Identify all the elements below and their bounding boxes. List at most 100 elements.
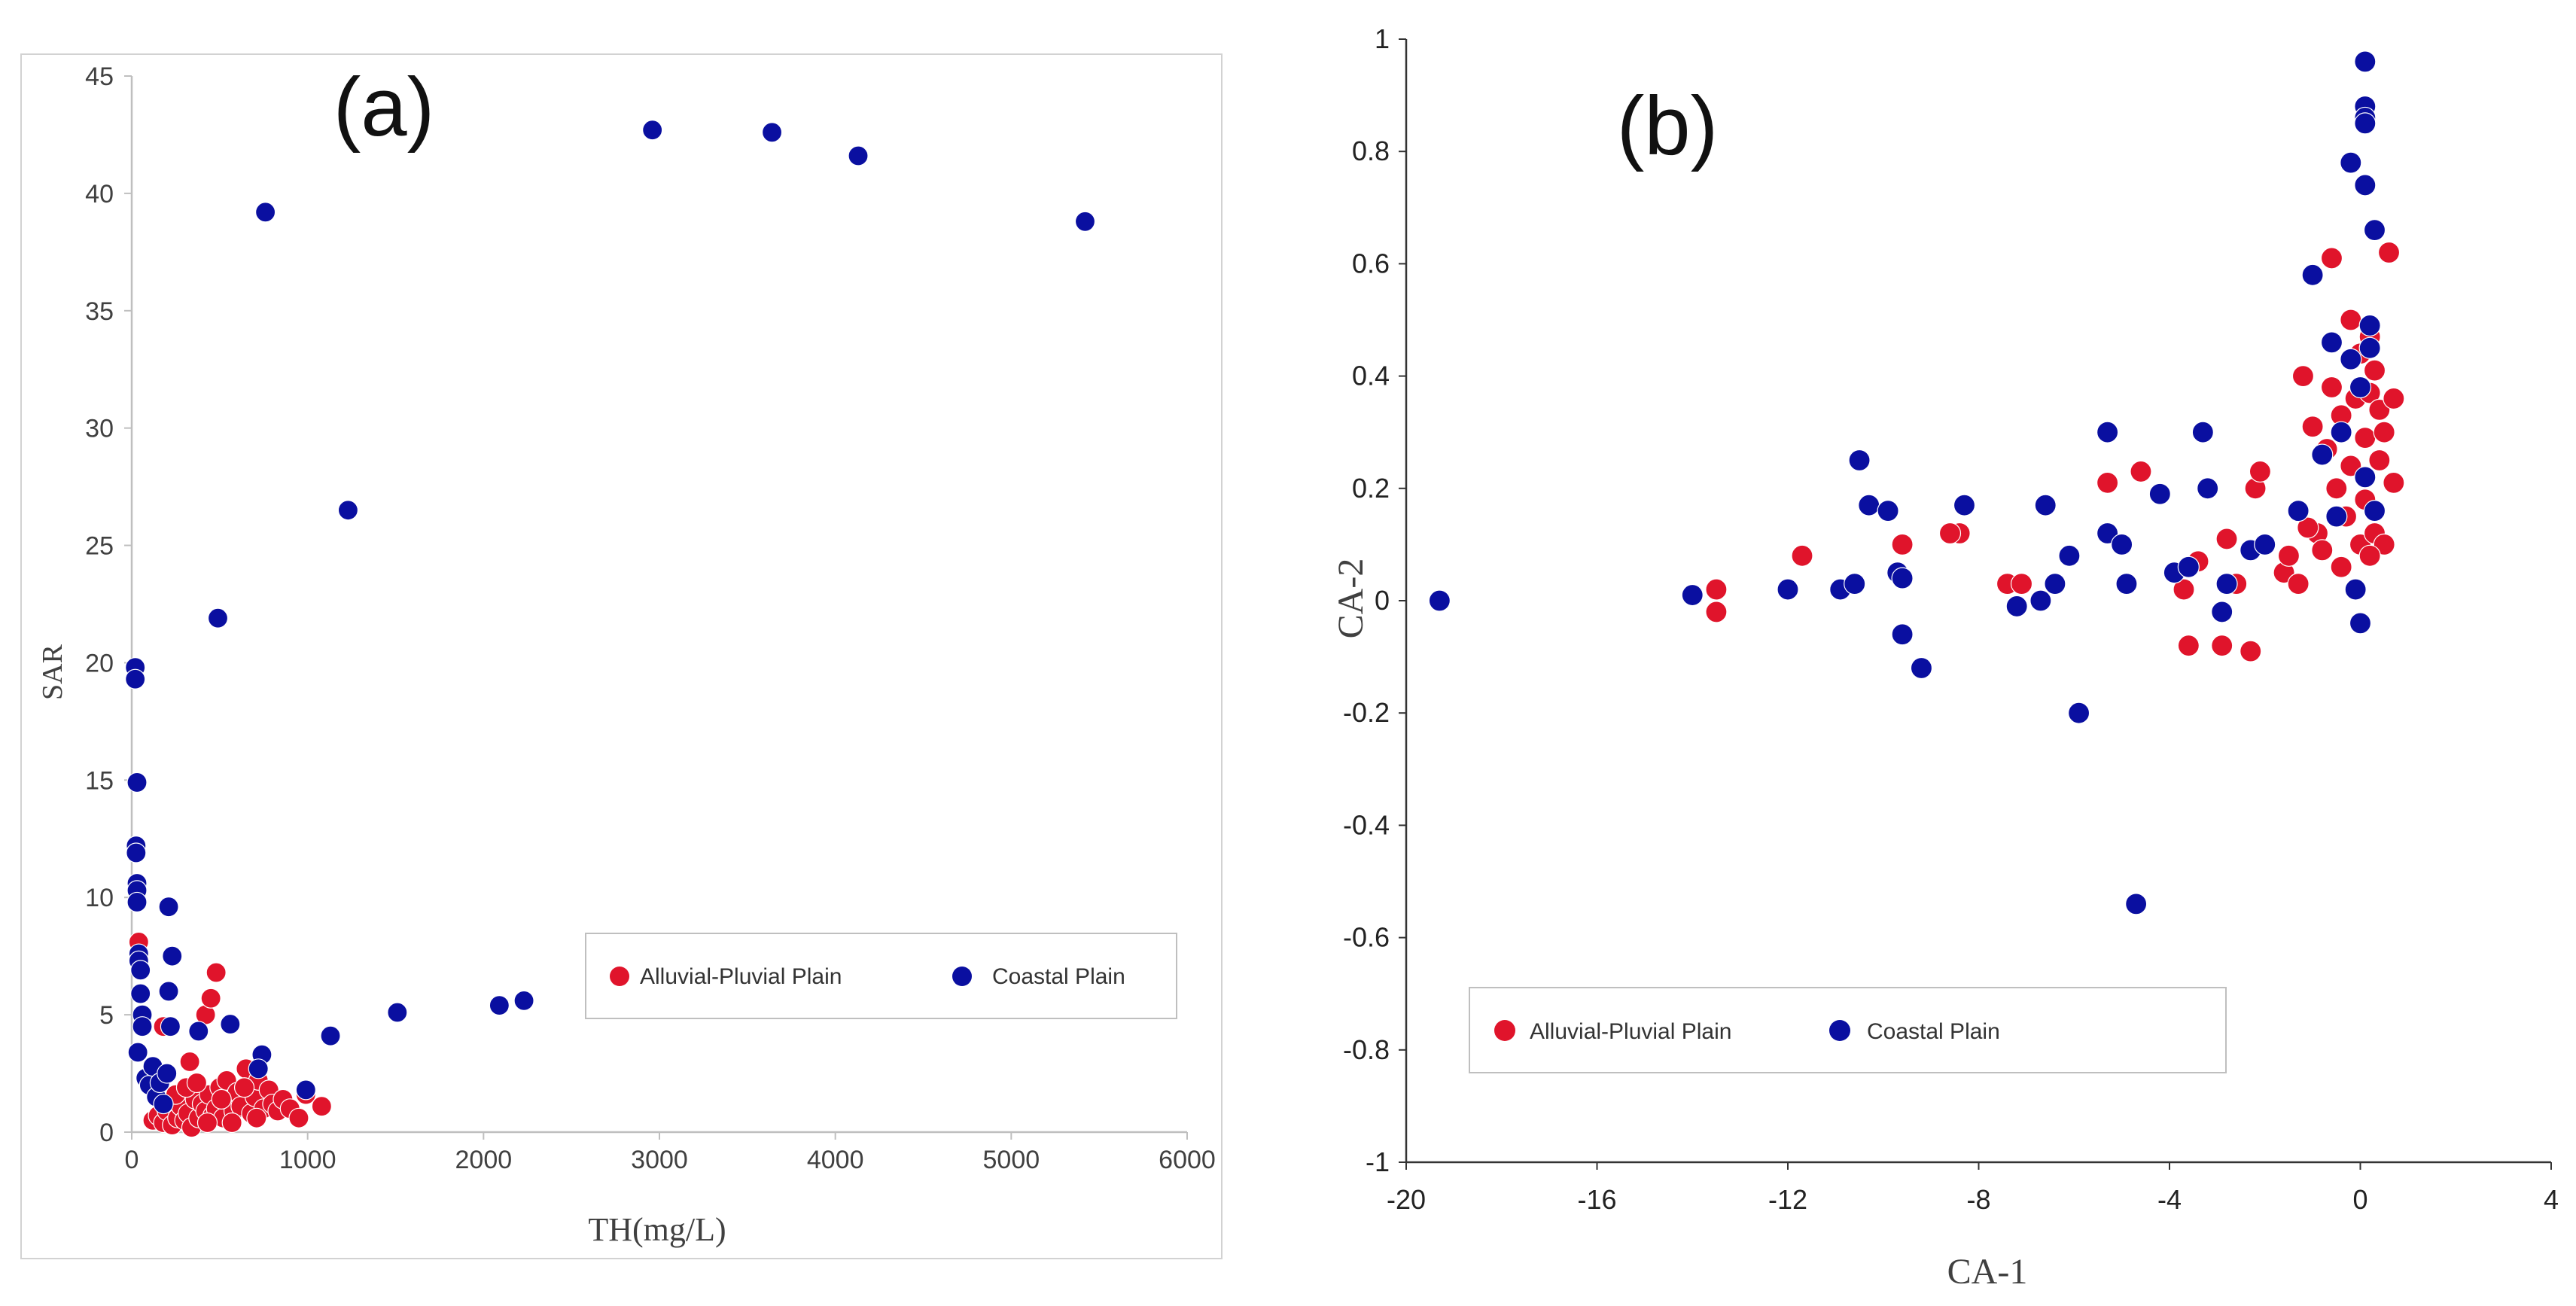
b-point-coastal	[1877, 500, 1899, 522]
b-y-tick-label: -0.8	[1343, 1034, 1390, 1065]
a-point-coastal	[848, 145, 869, 166]
a-point-coastal	[1074, 211, 1096, 232]
chart-a-ylabel: SAR	[37, 644, 69, 700]
b-y-tick-label: -1	[1366, 1146, 1390, 1177]
b-point-coastal	[2034, 494, 2057, 516]
b-point-coastal	[1848, 449, 1871, 472]
b-point-alluvial	[2291, 365, 2315, 388]
b-x-tick-label: 4	[2544, 1184, 2559, 1215]
b-point-coastal	[1858, 494, 1880, 516]
b-y-tick-label: 0.6	[1352, 248, 1390, 279]
a-point-coastal	[220, 1013, 241, 1035]
b-point-coastal	[2330, 421, 2352, 443]
b-point-alluvial	[2311, 539, 2334, 562]
b-point-coastal	[2177, 556, 2200, 578]
legend-a-label-coastal: Coastal Plain	[992, 964, 1125, 989]
a-point-coastal	[188, 1021, 209, 1042]
b-point-coastal	[2005, 595, 2028, 618]
chart-a-legend-box	[585, 933, 1177, 1019]
a-point-coastal	[254, 202, 276, 223]
b-point-coastal	[2254, 533, 2276, 556]
b-point-coastal	[2358, 314, 2381, 337]
a-point-coastal	[160, 1016, 181, 1037]
b-point-coastal	[2354, 112, 2377, 135]
b-point-coastal	[2311, 443, 2334, 466]
b-point-alluvial	[2383, 387, 2405, 410]
a-point-alluvial	[196, 1112, 218, 1134]
b-point-alluvial	[2211, 635, 2233, 657]
b-y-tick-label: -0.6	[1343, 922, 1390, 953]
chart-b: -20 -16 -12 -8 -4 0 4 -1 -0.8 -0.6 -0.4 -0.2 0 0.2 0.4…	[1331, 23, 2559, 1292]
b-y-tick-label: 1	[1375, 23, 1390, 54]
b-point-alluvial	[2368, 449, 2391, 472]
b-point-coastal	[2211, 601, 2233, 623]
a-y-tick-label: 0	[99, 1119, 114, 1147]
b-point-coastal	[2111, 533, 2133, 556]
b-point-alluvial	[2277, 544, 2300, 567]
b-point-coastal	[2096, 421, 2119, 443]
b-point-coastal	[1953, 494, 1976, 516]
b-point-alluvial	[2297, 516, 2319, 539]
a-point-alluvial	[179, 1051, 200, 1073]
b-point-coastal	[2148, 483, 2171, 505]
chart-a-xlabel: TH(mg/L)	[588, 1211, 726, 1248]
b-point-alluvial	[2383, 471, 2405, 494]
a-y-tick-label: 5	[99, 1001, 114, 1030]
a-point-coastal	[207, 607, 229, 629]
a-point-coastal	[153, 1093, 174, 1115]
a-point-coastal	[320, 1025, 341, 1046]
a-y-tick-label: 30	[85, 415, 114, 443]
legend-b-label-coastal: Coastal Plain	[1867, 1019, 2000, 1044]
b-point-coastal	[2320, 331, 2343, 354]
b-point-coastal	[2058, 544, 2081, 567]
b-y-tick-label: 0.2	[1352, 473, 1390, 504]
a-y-tick-label: 20	[85, 649, 114, 677]
b-point-coastal	[2191, 421, 2214, 443]
a-y-tick-label: 10	[85, 884, 114, 912]
b-point-alluvial	[2354, 427, 2377, 449]
b-x-tick-label: -20	[1387, 1184, 1426, 1215]
b-point-coastal	[2125, 893, 2148, 915]
legend-b-marker-coastal	[1829, 1020, 1850, 1041]
b-point-coastal	[2067, 702, 2090, 724]
a-x-tick-label: 6000	[1159, 1146, 1216, 1174]
chart-a-points	[125, 120, 1096, 1138]
b-point-alluvial	[2330, 556, 2352, 578]
chart-b-panel-label: (b)	[1617, 80, 1718, 172]
b-point-alluvial	[2215, 528, 2238, 550]
legend-a-marker-alluvial	[610, 967, 629, 986]
b-point-alluvial	[2363, 359, 2386, 382]
a-y-tick-label: 40	[85, 180, 114, 209]
b-point-coastal	[2344, 578, 2367, 601]
b-point-coastal	[2215, 573, 2238, 595]
a-point-alluvial	[233, 1077, 255, 1098]
b-x-tick-label: -12	[1768, 1184, 1807, 1215]
a-point-alluvial	[200, 988, 221, 1009]
b-point-coastal	[2354, 174, 2377, 196]
b-point-coastal	[2354, 50, 2377, 73]
a-point-coastal	[130, 960, 151, 981]
chart-b-points	[1428, 50, 2405, 915]
a-point-coastal	[125, 668, 146, 690]
b-point-alluvial	[2358, 544, 2381, 567]
chart-a-legend: Alluvial-Pluvial Plain Coastal Plain	[585, 933, 1177, 1019]
a-x-tick-label: 0	[125, 1146, 139, 1174]
b-x-tick-label: -4	[2157, 1184, 2182, 1215]
chart-b-legend: Alluvial-Pluvial Plain Coastal Plain	[1469, 987, 2227, 1073]
a-point-alluvial	[211, 1088, 232, 1110]
chart-a: 0 1000 2000 3000 4000 5000 6000 0 5 10 15 20 25 30 35 4…	[20, 53, 1223, 1259]
b-point-alluvial	[2320, 247, 2343, 269]
b-point-coastal	[2029, 589, 2052, 612]
a-x-tick-label: 4000	[807, 1146, 864, 1174]
a-point-coastal	[295, 1079, 316, 1101]
chart-a-axes: 0 1000 2000 3000 4000 5000 6000 0 5 10 15 20 25 30 35 4…	[85, 62, 1216, 1174]
b-point-coastal	[2363, 500, 2386, 522]
a-point-coastal	[513, 990, 534, 1012]
b-point-coastal	[2197, 477, 2219, 500]
legend-a-label-alluvial: Alluvial-Pluvial Plain	[640, 964, 842, 989]
a-x-tick-label: 2000	[455, 1146, 513, 1174]
a-y-tick-label: 45	[85, 62, 114, 91]
a-point-alluvial	[221, 1112, 242, 1134]
b-point-alluvial	[2010, 573, 2033, 595]
b-point-coastal	[1891, 567, 1914, 589]
